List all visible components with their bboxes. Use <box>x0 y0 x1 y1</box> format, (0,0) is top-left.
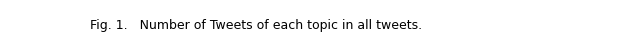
Text: Fig. 1.   Number of Tweets of each topic in all tweets.: Fig. 1. Number of Tweets of each topic i… <box>90 19 422 32</box>
